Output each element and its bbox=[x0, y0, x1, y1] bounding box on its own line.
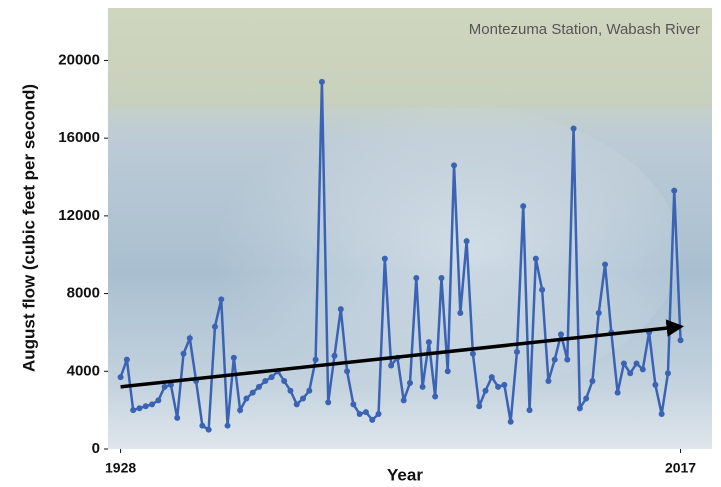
data-point bbox=[527, 407, 533, 413]
data-point bbox=[508, 419, 514, 425]
data-point bbox=[420, 384, 426, 390]
page: Montezuma Station, Wabash River August f… bbox=[0, 0, 721, 487]
data-point bbox=[489, 374, 495, 380]
data-point bbox=[470, 351, 476, 357]
x-axis-label: Year bbox=[387, 465, 423, 484]
data-point bbox=[659, 411, 665, 417]
data-point bbox=[118, 374, 124, 380]
data-point bbox=[602, 261, 608, 267]
y-axis-label: August flow (cubic feet per second) bbox=[19, 84, 38, 372]
data-point bbox=[539, 287, 545, 293]
data-point bbox=[300, 395, 306, 401]
data-point bbox=[256, 384, 262, 390]
data-point bbox=[162, 384, 168, 390]
data-point bbox=[212, 324, 218, 330]
data-point bbox=[495, 384, 501, 390]
data-point bbox=[545, 378, 551, 384]
data-point bbox=[432, 394, 438, 400]
y-tick-label: 20000 bbox=[58, 51, 100, 68]
data-point bbox=[445, 368, 451, 374]
data-point bbox=[313, 357, 319, 363]
data-point bbox=[338, 306, 344, 312]
y-tick-label: 0 bbox=[92, 440, 100, 457]
data-point bbox=[438, 275, 444, 281]
data-point bbox=[174, 415, 180, 421]
data-point bbox=[401, 397, 407, 403]
data-point bbox=[344, 368, 350, 374]
data-point bbox=[332, 353, 338, 359]
data-point bbox=[262, 378, 268, 384]
data-point bbox=[357, 411, 363, 417]
data-point bbox=[294, 401, 300, 407]
data-point bbox=[369, 417, 375, 423]
data-point bbox=[218, 296, 224, 302]
data-point bbox=[143, 403, 149, 409]
data-point bbox=[501, 382, 507, 388]
data-point bbox=[426, 339, 432, 345]
data-point bbox=[199, 423, 205, 429]
data-point bbox=[520, 203, 526, 209]
data-point bbox=[571, 125, 577, 131]
data-point bbox=[476, 403, 482, 409]
data-point bbox=[413, 275, 419, 281]
data-point bbox=[306, 388, 312, 394]
data-point bbox=[621, 361, 627, 367]
data-point bbox=[558, 331, 564, 337]
data-point bbox=[457, 310, 463, 316]
data-point bbox=[464, 238, 470, 244]
data-point bbox=[124, 357, 130, 363]
data-point bbox=[130, 407, 136, 413]
data-point bbox=[269, 374, 275, 380]
data-point bbox=[237, 407, 243, 413]
data-point bbox=[533, 256, 539, 262]
data-point bbox=[552, 357, 558, 363]
data-point bbox=[243, 395, 249, 401]
data-point bbox=[382, 256, 388, 262]
data-point bbox=[376, 411, 382, 417]
y-tick-label: 8000 bbox=[67, 285, 100, 302]
y-tick-label: 16000 bbox=[58, 129, 100, 146]
data-point bbox=[634, 361, 640, 367]
data-point bbox=[665, 370, 671, 376]
data-point bbox=[640, 366, 646, 372]
data-point bbox=[325, 399, 331, 405]
data-point bbox=[181, 351, 187, 357]
data-point bbox=[407, 380, 413, 386]
data-point bbox=[615, 390, 621, 396]
data-point bbox=[483, 388, 489, 394]
data-point bbox=[149, 401, 155, 407]
data-point bbox=[250, 390, 256, 396]
data-point bbox=[589, 378, 595, 384]
data-point bbox=[388, 362, 394, 368]
data-point bbox=[577, 405, 583, 411]
y-tick-label: 4000 bbox=[67, 362, 100, 379]
data-point bbox=[363, 409, 369, 415]
data-point bbox=[287, 388, 293, 394]
y-tick-label: 12000 bbox=[58, 207, 100, 224]
x-tick-label: 1928 bbox=[105, 460, 136, 476]
chart: Montezuma Station, Wabash River August f… bbox=[0, 0, 721, 487]
data-point bbox=[678, 337, 684, 343]
data-point bbox=[652, 382, 658, 388]
data-point bbox=[281, 378, 287, 384]
data-point bbox=[155, 397, 161, 403]
data-point bbox=[627, 370, 633, 376]
x-tick-label: 2017 bbox=[665, 460, 696, 476]
data-point bbox=[596, 310, 602, 316]
chart-title: Montezuma Station, Wabash River bbox=[469, 21, 700, 38]
data-point bbox=[319, 79, 325, 85]
data-point bbox=[231, 355, 237, 361]
data-point bbox=[671, 188, 677, 194]
data-point bbox=[514, 349, 520, 355]
data-point bbox=[136, 405, 142, 411]
data-point bbox=[564, 357, 570, 363]
data-point bbox=[206, 427, 212, 433]
data-point bbox=[187, 335, 193, 341]
data-point bbox=[583, 395, 589, 401]
data-point bbox=[225, 423, 231, 429]
data-point bbox=[350, 401, 356, 407]
data-point bbox=[451, 162, 457, 168]
